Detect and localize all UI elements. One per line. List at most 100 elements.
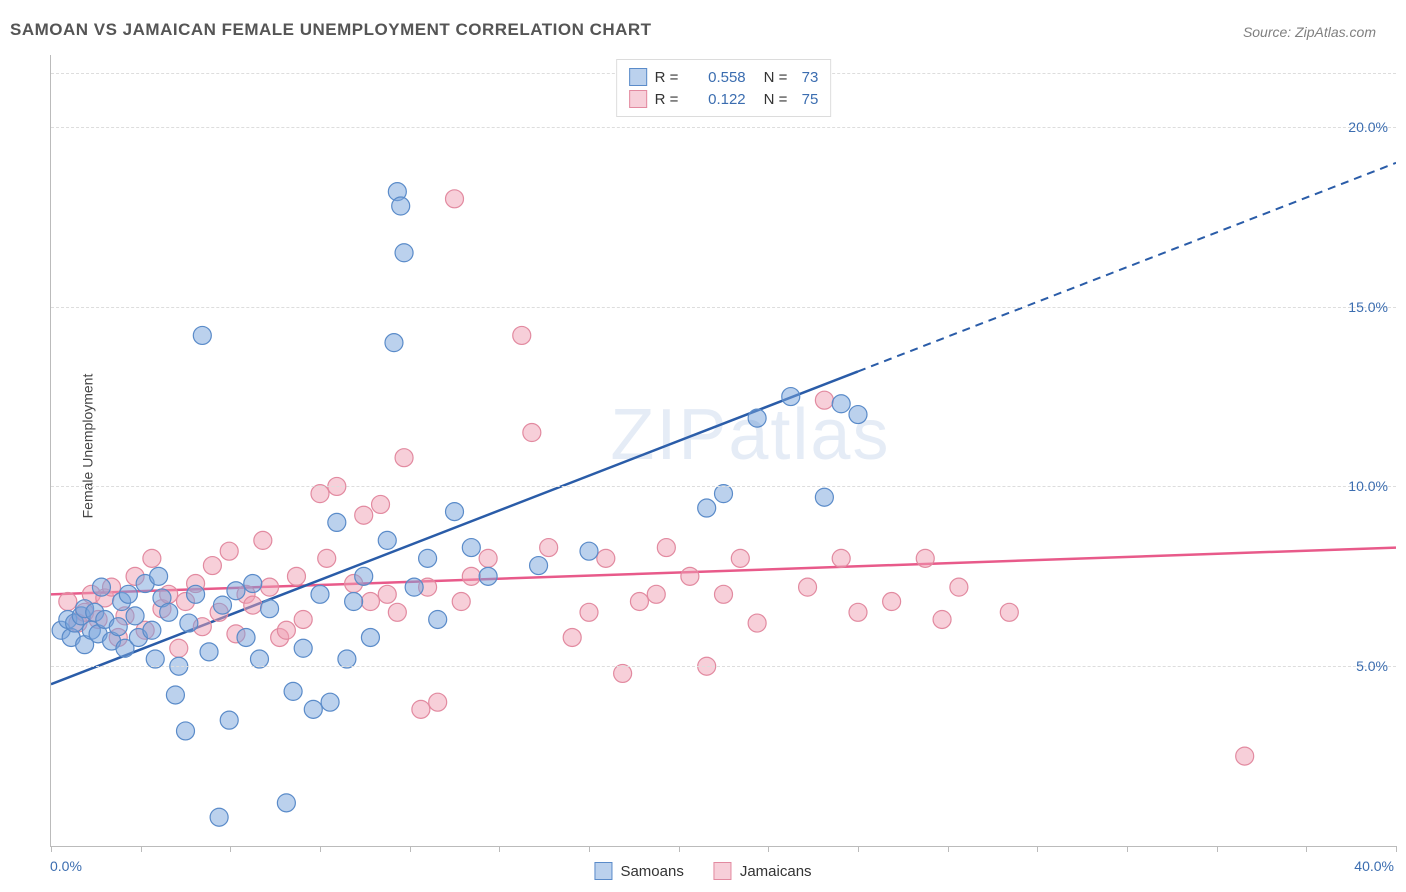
scatter-point-samoans bbox=[200, 643, 218, 661]
legend-series-label: Samoans bbox=[620, 863, 683, 880]
scatter-point-samoans bbox=[419, 549, 437, 567]
legend-series-box: Samoans Jamaicans bbox=[594, 862, 811, 880]
x-tick bbox=[410, 846, 411, 852]
scatter-point-samoans bbox=[530, 557, 548, 575]
scatter-point-samoans bbox=[277, 794, 295, 812]
x-tick bbox=[1396, 846, 1397, 852]
scatter-point-jamaicans bbox=[143, 549, 161, 567]
scatter-point-samoans bbox=[479, 567, 497, 585]
x-tick bbox=[1306, 846, 1307, 852]
swatch-icon bbox=[629, 90, 647, 108]
scatter-point-jamaicans bbox=[799, 578, 817, 596]
scatter-point-samoans bbox=[126, 607, 144, 625]
scatter-point-jamaicans bbox=[479, 549, 497, 567]
scatter-point-samoans bbox=[698, 499, 716, 517]
legend-n-label: N = bbox=[764, 91, 794, 108]
scatter-point-samoans bbox=[782, 388, 800, 406]
scatter-point-jamaicans bbox=[563, 628, 581, 646]
trend-line-samoans-solid bbox=[51, 371, 858, 684]
scatter-point-samoans bbox=[311, 585, 329, 603]
x-tick bbox=[948, 846, 949, 852]
scatter-point-samoans bbox=[109, 618, 127, 636]
scatter-point-jamaicans bbox=[815, 391, 833, 409]
scatter-point-samoans bbox=[227, 582, 245, 600]
scatter-point-jamaicans bbox=[647, 585, 665, 603]
scatter-point-jamaicans bbox=[540, 539, 558, 557]
scatter-point-samoans bbox=[92, 578, 110, 596]
scatter-point-samoans bbox=[321, 693, 339, 711]
scatter-point-samoans bbox=[395, 244, 413, 262]
scatter-svg bbox=[51, 55, 1396, 846]
x-tick bbox=[320, 846, 321, 852]
scatter-point-samoans bbox=[849, 406, 867, 424]
legend-row-jamaicans: R = 0.122 N = 75 bbox=[629, 88, 819, 110]
scatter-point-jamaicans bbox=[294, 610, 312, 628]
scatter-point-jamaicans bbox=[933, 610, 951, 628]
x-tick bbox=[51, 846, 52, 852]
x-tick bbox=[499, 846, 500, 852]
scatter-point-jamaicans bbox=[657, 539, 675, 557]
scatter-point-jamaicans bbox=[883, 593, 901, 611]
scatter-point-samoans bbox=[385, 334, 403, 352]
scatter-point-jamaicans bbox=[916, 549, 934, 567]
scatter-point-samoans bbox=[355, 567, 373, 585]
scatter-point-jamaicans bbox=[446, 190, 464, 208]
legend-item-samoans: Samoans bbox=[594, 862, 683, 880]
trend-line-samoans-dashed bbox=[858, 163, 1396, 372]
gridline bbox=[51, 307, 1396, 308]
scatter-point-samoans bbox=[244, 575, 262, 593]
scatter-point-samoans bbox=[815, 488, 833, 506]
scatter-point-jamaicans bbox=[523, 424, 541, 442]
scatter-point-samoans bbox=[143, 621, 161, 639]
legend-r-value: 0.122 bbox=[691, 91, 746, 108]
scatter-point-jamaicans bbox=[429, 693, 447, 711]
x-axis-min-label: 0.0% bbox=[50, 858, 82, 874]
swatch-icon bbox=[714, 862, 732, 880]
scatter-point-samoans bbox=[378, 531, 396, 549]
y-tick-label: 10.0% bbox=[1348, 478, 1388, 494]
scatter-point-samoans bbox=[210, 808, 228, 826]
scatter-point-samoans bbox=[166, 686, 184, 704]
scatter-point-jamaicans bbox=[748, 614, 766, 632]
scatter-point-jamaicans bbox=[277, 621, 295, 639]
scatter-point-jamaicans bbox=[412, 700, 430, 718]
scatter-point-samoans bbox=[284, 682, 302, 700]
legend-n-value: 73 bbox=[802, 69, 819, 86]
scatter-point-samoans bbox=[220, 711, 238, 729]
scatter-point-jamaicans bbox=[681, 567, 699, 585]
scatter-point-jamaicans bbox=[395, 449, 413, 467]
scatter-point-jamaicans bbox=[832, 549, 850, 567]
scatter-point-jamaicans bbox=[950, 578, 968, 596]
scatter-point-samoans bbox=[237, 628, 255, 646]
scatter-point-jamaicans bbox=[59, 593, 77, 611]
scatter-point-samoans bbox=[180, 614, 198, 632]
scatter-point-jamaicans bbox=[715, 585, 733, 603]
scatter-point-samoans bbox=[294, 639, 312, 657]
x-tick bbox=[141, 846, 142, 852]
x-tick bbox=[858, 846, 859, 852]
legend-row-samoans: R = 0.558 N = 73 bbox=[629, 66, 819, 88]
scatter-point-samoans bbox=[304, 700, 322, 718]
scatter-point-samoans bbox=[446, 503, 464, 521]
chart-plot-area: R = 0.558 N = 73 R = 0.122 N = 75 ZIPatl… bbox=[50, 55, 1396, 847]
legend-n-label: N = bbox=[764, 69, 794, 86]
x-tick bbox=[1127, 846, 1128, 852]
scatter-point-samoans bbox=[213, 596, 231, 614]
scatter-point-samoans bbox=[193, 326, 211, 344]
x-tick bbox=[768, 846, 769, 852]
scatter-point-jamaicans bbox=[731, 549, 749, 567]
scatter-point-jamaicans bbox=[170, 639, 188, 657]
scatter-point-jamaicans bbox=[254, 531, 272, 549]
x-axis-max-label: 40.0% bbox=[1354, 858, 1394, 874]
source-label: Source: ZipAtlas.com bbox=[1243, 24, 1376, 40]
scatter-point-jamaicans bbox=[513, 326, 531, 344]
scatter-point-jamaicans bbox=[318, 549, 336, 567]
scatter-point-samoans bbox=[405, 578, 423, 596]
scatter-point-jamaicans bbox=[220, 542, 238, 560]
scatter-point-samoans bbox=[187, 585, 205, 603]
scatter-point-jamaicans bbox=[244, 596, 262, 614]
gridline bbox=[51, 486, 1396, 487]
scatter-point-samoans bbox=[160, 603, 178, 621]
gridline bbox=[51, 666, 1396, 667]
scatter-point-samoans bbox=[429, 610, 447, 628]
